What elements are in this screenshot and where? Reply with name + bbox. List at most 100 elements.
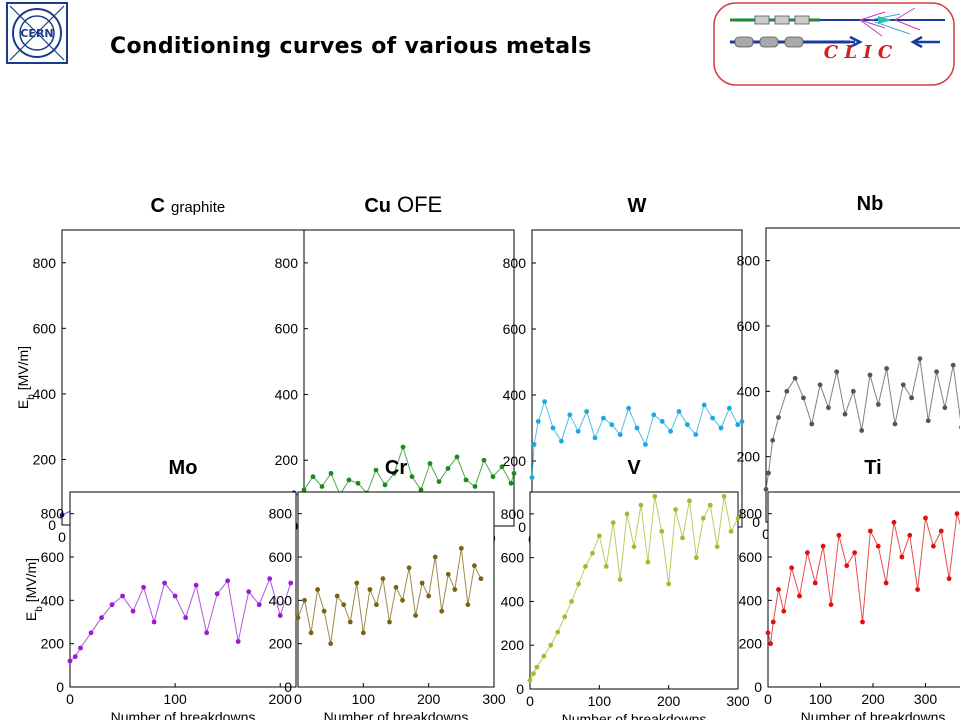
data-point xyxy=(735,422,741,428)
data-point xyxy=(925,418,931,424)
data-point xyxy=(321,608,327,614)
x-tick-label: 100 xyxy=(809,691,833,707)
data-point xyxy=(638,502,644,508)
y-tick-label: 600 xyxy=(275,321,299,337)
y-tick-label: 400 xyxy=(41,592,65,608)
chart-title: Cu xyxy=(364,195,391,217)
x-tick-label: 100 xyxy=(163,691,187,707)
data-point xyxy=(714,544,720,550)
data-point xyxy=(817,382,823,388)
data-point xyxy=(130,608,136,614)
data-point xyxy=(617,432,623,437)
data-point xyxy=(256,602,262,608)
data-point xyxy=(867,528,873,534)
chart-title: Mo xyxy=(169,457,198,479)
data-point xyxy=(804,550,810,556)
y-tick-label: 800 xyxy=(737,253,761,269)
chart-panel-Nb: Nb02004006008000100200Number of breakdow… xyxy=(724,100,960,560)
plot-area xyxy=(531,229,743,528)
plot-area xyxy=(765,227,960,523)
chart-Nb: Nb02004006008000100200Number of breakdow… xyxy=(737,193,960,560)
data-point xyxy=(347,619,353,625)
data-point xyxy=(784,388,790,394)
data-point xyxy=(651,412,657,418)
data-point xyxy=(472,563,477,569)
y-tick-label: 600 xyxy=(41,549,65,565)
y-tick-label: 400 xyxy=(269,592,293,608)
data-point xyxy=(828,602,834,608)
data-point xyxy=(499,464,505,470)
data-point xyxy=(535,419,541,424)
y-tick-label: 600 xyxy=(269,549,293,565)
data-point xyxy=(413,613,418,618)
data-point xyxy=(891,519,897,525)
data-point xyxy=(235,639,241,644)
plot-area xyxy=(69,491,297,688)
data-point xyxy=(308,630,314,636)
cern-logo: CERN xyxy=(6,2,68,64)
data-point xyxy=(531,442,537,447)
data-point xyxy=(465,602,471,608)
chart-title: Cr xyxy=(385,457,407,479)
plot-area xyxy=(529,491,739,690)
data-point xyxy=(844,563,850,569)
x-tick-label: 0 xyxy=(764,691,772,707)
series-line xyxy=(765,358,960,490)
chart-qualifier: graphite xyxy=(171,199,225,216)
data-point xyxy=(99,615,104,621)
data-point xyxy=(907,532,913,538)
y-tick-label: 0 xyxy=(56,679,64,695)
data-point xyxy=(569,599,574,604)
data-point xyxy=(301,487,307,493)
data-point xyxy=(511,470,517,476)
data-point xyxy=(875,402,881,407)
data-point xyxy=(899,554,905,560)
y-tick-label: 800 xyxy=(269,506,293,522)
data-point xyxy=(328,641,334,647)
data-point xyxy=(590,550,595,556)
chart-title: Nb xyxy=(857,193,884,215)
plot-area xyxy=(61,229,305,526)
chart-qualifier: OFE xyxy=(397,192,442,217)
data-point xyxy=(355,480,361,486)
data-point xyxy=(915,587,921,592)
clic-logo-text: C L I C xyxy=(824,42,893,63)
data-point xyxy=(59,512,65,518)
data-point xyxy=(776,415,781,420)
y-axis-label: Eb [MV/m] xyxy=(15,346,37,409)
data-point xyxy=(78,645,83,651)
data-point xyxy=(809,421,815,427)
x-tick-label: 200 xyxy=(861,691,885,707)
data-point xyxy=(267,576,273,582)
y-tick-label: 400 xyxy=(503,387,527,403)
data-point xyxy=(596,533,602,539)
data-point xyxy=(603,564,609,569)
data-point xyxy=(527,677,533,683)
data-point xyxy=(472,484,478,489)
data-point xyxy=(454,454,460,460)
data-point xyxy=(341,602,347,608)
data-point xyxy=(328,470,334,476)
chart-panel-Cr: Cr 0 200 400 600 800 0 100 200 300 Number of break… xyxy=(260,364,506,720)
data-point xyxy=(380,576,386,582)
data-point xyxy=(204,630,210,636)
x-tick-label: 0 xyxy=(58,529,66,545)
data-point xyxy=(72,654,78,660)
data-point xyxy=(763,486,769,492)
data-point xyxy=(508,480,514,486)
data-point xyxy=(529,475,535,480)
data-point xyxy=(954,511,960,517)
data-point xyxy=(214,591,220,597)
data-point xyxy=(801,395,806,401)
y-tick-label: 0 xyxy=(48,517,56,533)
y-tick-label: 600 xyxy=(739,549,763,565)
data-point xyxy=(668,428,673,434)
clic-logo: C L I C xyxy=(713,2,955,86)
data-point xyxy=(393,584,399,590)
x-tick-label: 300 xyxy=(726,693,750,709)
data-point xyxy=(789,565,795,571)
y-tick-label: 600 xyxy=(503,321,527,337)
data-point xyxy=(418,487,424,493)
